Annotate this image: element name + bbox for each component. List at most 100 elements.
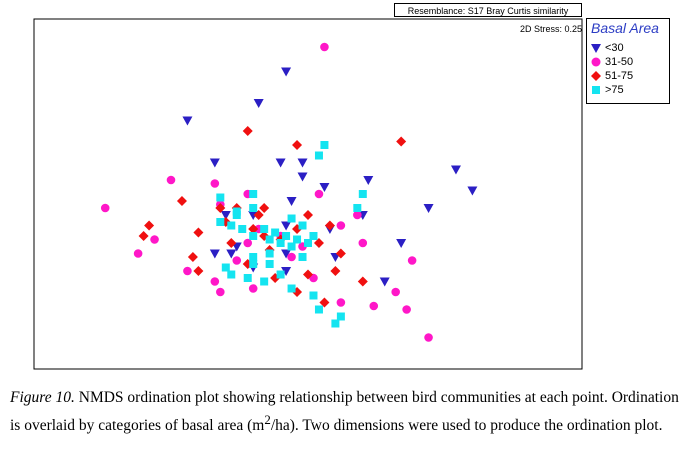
point-gt75-3 bbox=[227, 221, 236, 230]
point-gt75-6 bbox=[260, 225, 269, 233]
stress-label: 2D Stress: 0.25 bbox=[519, 24, 582, 34]
point-gt75-32 bbox=[298, 221, 307, 230]
point-31-50-24 bbox=[336, 298, 346, 307]
point-lt30-2 bbox=[182, 116, 193, 126]
point-gt75-13 bbox=[304, 239, 312, 247]
point-lt30-1 bbox=[253, 99, 264, 108]
square-icon bbox=[592, 86, 600, 94]
point-51-75-10 bbox=[303, 210, 313, 220]
point-gt75-29 bbox=[358, 190, 367, 198]
point-51-75-15 bbox=[138, 231, 149, 241]
point-51-75-2 bbox=[396, 136, 407, 147]
point-gt75-1 bbox=[314, 151, 323, 160]
point-31-50-28 bbox=[243, 238, 253, 248]
point-51-75-25 bbox=[330, 266, 341, 276]
point-gt75-15 bbox=[216, 193, 225, 202]
point-gt75-22 bbox=[221, 263, 230, 272]
point-lt30-19 bbox=[396, 239, 407, 248]
point-gt75-20 bbox=[265, 249, 274, 258]
point-lt30-20 bbox=[379, 277, 390, 287]
point-lt30-22 bbox=[281, 267, 292, 276]
diamond-icon bbox=[591, 71, 601, 81]
point-gt75-11 bbox=[287, 242, 296, 251]
point-gt75-9 bbox=[276, 239, 285, 247]
point-31-50-20 bbox=[369, 301, 379, 311]
point-31-50-2 bbox=[210, 179, 220, 188]
point-gt75-23 bbox=[249, 253, 258, 261]
point-31-50-17 bbox=[216, 287, 225, 297]
point-51-75-24 bbox=[303, 269, 313, 280]
point-31-50-11 bbox=[210, 277, 220, 286]
legend-item-51-75: 51-75 bbox=[591, 69, 669, 83]
point-lt30-6 bbox=[450, 165, 461, 175]
point-gt75-19 bbox=[243, 274, 252, 282]
point-gt75-16 bbox=[232, 207, 241, 216]
legend-label: 51-75 bbox=[605, 70, 634, 82]
point-gt75-34 bbox=[249, 190, 258, 198]
point-lt30-26 bbox=[423, 204, 434, 213]
point-lt30-9 bbox=[220, 211, 231, 220]
legend-item-31-50: 31-50 bbox=[591, 55, 669, 69]
point-gt75-17 bbox=[249, 204, 258, 212]
point-gt75-14 bbox=[309, 232, 318, 240]
point-gt75-8 bbox=[271, 228, 280, 237]
point-51-75-14 bbox=[144, 220, 155, 231]
data-marks bbox=[100, 42, 478, 342]
point-31-50-12 bbox=[248, 284, 258, 293]
point-51-75-21 bbox=[193, 266, 204, 276]
resemblance-label: Resemblance: S17 Bray Curtis similarity bbox=[394, 3, 582, 17]
point-51-75-29 bbox=[193, 227, 204, 238]
point-gt75-2 bbox=[216, 218, 225, 226]
point-gt75-28 bbox=[314, 305, 323, 314]
plot-frame bbox=[33, 18, 583, 370]
point-lt30-18 bbox=[319, 183, 330, 192]
legend-title: Basal Area bbox=[591, 20, 659, 36]
legend-item-lt30: <30 bbox=[591, 41, 669, 55]
point-lt30-13 bbox=[286, 197, 297, 206]
point-lt30-23 bbox=[226, 249, 237, 259]
circle-icon bbox=[591, 57, 601, 67]
point-51-75-16 bbox=[226, 238, 237, 248]
triangle-down-icon bbox=[591, 44, 601, 53]
point-lt30-5 bbox=[297, 158, 308, 168]
caption-body: NMDS ordination plot showing relationshi… bbox=[10, 389, 679, 435]
point-gt75-21 bbox=[260, 277, 269, 286]
point-51-75-28 bbox=[319, 297, 330, 308]
point-lt30-11 bbox=[209, 249, 220, 259]
point-gt75-36 bbox=[336, 312, 345, 321]
point-gt75-35 bbox=[298, 253, 307, 261]
point-31-50-7 bbox=[336, 221, 346, 230]
point-gt75-26 bbox=[287, 284, 296, 293]
point-lt30-4 bbox=[275, 158, 286, 168]
point-gt75-7 bbox=[265, 235, 274, 244]
legend-label: 31-50 bbox=[605, 56, 634, 68]
point-lt30-7 bbox=[363, 176, 374, 185]
point-31-50-19 bbox=[391, 287, 400, 297]
point-51-75-6 bbox=[253, 210, 264, 220]
point-31-50-22 bbox=[424, 333, 433, 342]
point-gt75-37 bbox=[227, 270, 236, 279]
point-51-75-26 bbox=[357, 276, 368, 287]
point-lt30-15 bbox=[281, 221, 292, 231]
point-31-50-23 bbox=[100, 203, 110, 213]
caption-lead: Figure 10. bbox=[10, 389, 75, 406]
caption-tail: /ha). Two dimensions were used to produc… bbox=[270, 417, 663, 435]
point-gt75-12 bbox=[293, 235, 302, 244]
point-lt30-3 bbox=[209, 158, 220, 168]
point-31-50-10 bbox=[183, 266, 192, 276]
legend: Basal Area <30 31-50 51-75 >75 bbox=[586, 18, 670, 104]
point-51-75-18 bbox=[313, 238, 324, 248]
point-31-50-18 bbox=[407, 256, 417, 265]
point-lt30-8 bbox=[467, 186, 478, 196]
point-31-50-6 bbox=[353, 210, 362, 220]
point-gt75-38 bbox=[287, 214, 296, 223]
point-gt75-10 bbox=[282, 232, 291, 240]
point-51-75-4 bbox=[215, 203, 226, 213]
point-gt75-24 bbox=[265, 260, 274, 268]
point-lt30-0 bbox=[281, 67, 292, 77]
point-31-50-16 bbox=[232, 256, 242, 265]
point-31-50-14 bbox=[287, 252, 296, 262]
point-31-50-9 bbox=[133, 249, 143, 258]
